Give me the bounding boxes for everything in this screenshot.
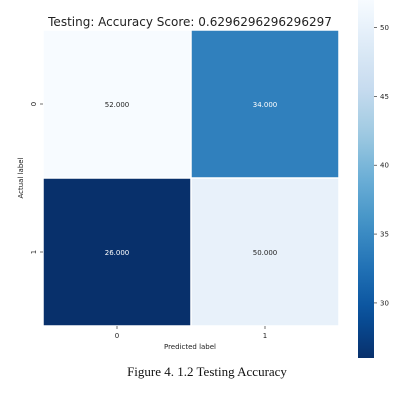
colorbar-tick-label: 50	[380, 24, 389, 32]
confusion-matrix-chart: Testing: Accuracy Score: 0.6296296296296…	[17, 0, 389, 358]
y-axis-ticks: 01	[30, 102, 43, 254]
colorbar-ticks: 30 35 40 45 50	[374, 24, 389, 307]
colorbar-tick-label: 30	[380, 299, 389, 307]
figure-caption: Figure 4. 1.2 Testing Accuracy	[127, 364, 287, 379]
heatmap-cell-1-1	[191, 178, 339, 326]
colorbar-tick-label: 45	[380, 93, 389, 101]
heatmap-cell-1-0	[43, 178, 191, 326]
y-tick-label: 1	[30, 250, 38, 254]
x-axis-label: Predicted label	[164, 343, 216, 351]
colorbar	[358, 0, 374, 358]
x-tick-label: 0	[115, 332, 119, 340]
heatmap-cell-0-0	[43, 30, 191, 178]
cell-value-label: 26.000	[105, 249, 130, 257]
cell-value-label: 50.000	[253, 249, 278, 257]
y-axis-label: Actual label	[17, 157, 25, 198]
cell-value-label: 34.000	[253, 101, 278, 109]
heatmap-cells: 52.000 34.000 26.000 50.000	[43, 30, 339, 326]
colorbar-tick-label: 35	[380, 231, 389, 239]
heatmap-cell-0-1	[191, 30, 339, 178]
y-tick-label: 0	[30, 102, 38, 106]
cell-value-label: 52.000	[105, 101, 130, 109]
x-tick-label: 1	[263, 332, 267, 340]
colorbar-tick-label: 40	[380, 162, 389, 170]
chart-title: Testing: Accuracy Score: 0.6296296296296…	[47, 15, 332, 29]
